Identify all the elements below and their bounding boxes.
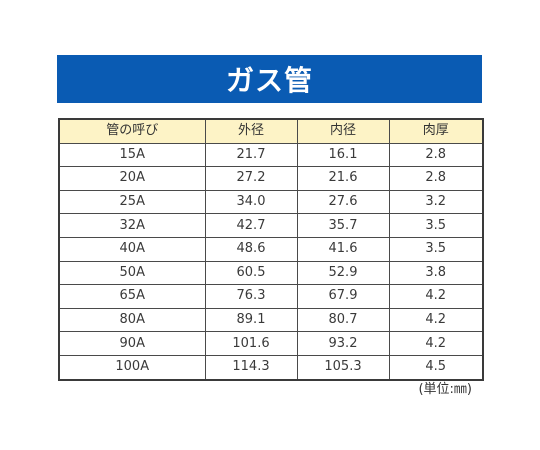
cell-nominal-size: 20A: [58, 166, 206, 191]
table-row: 100A 114.3 105.3 4.5: [58, 354, 484, 381]
table-row: 50A 60.5 52.9 3.8: [58, 260, 484, 286]
cell-outer-diameter: 60.5: [204, 260, 298, 286]
table-row: 80A 89.1 80.7 4.2: [58, 307, 484, 333]
cell-outer-diameter: 34.0: [204, 189, 298, 215]
table-row: 15A 21.7 16.1 2.8: [58, 142, 484, 168]
cell-inner-diameter: 105.3: [296, 354, 390, 381]
unit-note: (単位:㎜): [418, 382, 472, 397]
cell-inner-diameter: 27.6: [296, 189, 390, 215]
cell-outer-diameter: 48.6: [204, 236, 298, 262]
cell-wall-thickness: 2.8: [388, 166, 484, 191]
cell-inner-diameter: 80.7: [296, 307, 390, 333]
cell-inner-diameter: 16.1: [296, 142, 390, 168]
cell-wall-thickness: 3.8: [388, 260, 484, 286]
cell-inner-diameter: 52.9: [296, 260, 390, 286]
cell-outer-diameter: 76.3: [204, 284, 298, 309]
table-body: 15A 21.7 16.1 2.8 20A 27.2 21.6 2.8 25A 34.0 27.6 3…: [58, 142, 484, 381]
cell-nominal-size: 15A: [58, 142, 206, 168]
pipe-spec-table: 管の呼び 外径 内径 肉厚 15A 21.7 16.1 2.8 20A 27.2 21.6 2…: [58, 118, 484, 381]
cell-nominal-size: 65A: [58, 284, 206, 309]
cell-wall-thickness: 3.5: [388, 213, 484, 238]
header-outer-diameter: 外径: [204, 118, 298, 144]
cell-wall-thickness: 2.8: [388, 142, 484, 168]
header-wall-thickness: 肉厚: [388, 118, 484, 144]
cell-outer-diameter: 89.1: [204, 307, 298, 333]
cell-inner-diameter: 67.9: [296, 284, 390, 309]
header-nominal-size: 管の呼び: [58, 118, 206, 144]
cell-outer-diameter: 21.7: [204, 142, 298, 168]
table-row: 40A 48.6 41.6 3.5: [58, 236, 484, 262]
cell-outer-diameter: 42.7: [204, 213, 298, 238]
cell-inner-diameter: 21.6: [296, 166, 390, 191]
cell-nominal-size: 50A: [58, 260, 206, 286]
header-inner-diameter: 内径: [296, 118, 390, 144]
cell-wall-thickness: 3.5: [388, 236, 484, 262]
cell-wall-thickness: 4.2: [388, 307, 484, 333]
cell-outer-diameter: 27.2: [204, 166, 298, 191]
cell-wall-thickness: 4.2: [388, 331, 484, 356]
table-row: 20A 27.2 21.6 2.8: [58, 166, 484, 191]
cell-wall-thickness: 3.2: [388, 189, 484, 215]
cell-nominal-size: 40A: [58, 236, 206, 262]
table-row: 25A 34.0 27.6 3.2: [58, 189, 484, 215]
cell-inner-diameter: 35.7: [296, 213, 390, 238]
cell-nominal-size: 25A: [58, 189, 206, 215]
title-banner: ガス管: [57, 55, 482, 103]
cell-inner-diameter: 41.6: [296, 236, 390, 262]
cell-outer-diameter: 101.6: [204, 331, 298, 356]
table-row: 65A 76.3 67.9 4.2: [58, 284, 484, 309]
table-row: 90A 101.6 93.2 4.2: [58, 331, 484, 356]
page-title: ガス管: [225, 64, 313, 97]
cell-outer-diameter: 114.3: [204, 354, 298, 381]
cell-nominal-size: 100A: [58, 354, 206, 381]
cell-wall-thickness: 4.5: [388, 354, 484, 381]
table-header-row: 管の呼び 外径 内径 肉厚: [58, 118, 484, 144]
cell-nominal-size: 90A: [58, 331, 206, 356]
cell-nominal-size: 32A: [58, 213, 206, 238]
cell-nominal-size: 80A: [58, 307, 206, 333]
table-row: 32A 42.7 35.7 3.5: [58, 213, 484, 238]
cell-wall-thickness: 4.2: [388, 284, 484, 309]
cell-inner-diameter: 93.2: [296, 331, 390, 356]
